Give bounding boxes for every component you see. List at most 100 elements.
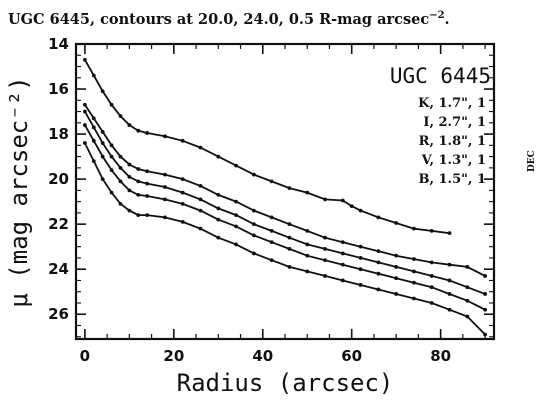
data-point — [465, 298, 470, 303]
legend: K, 1.7", 1 I, 2.7", 1 R, 1.8", 1 V, 1.3", 1… — [418, 96, 486, 187]
data-point — [118, 114, 123, 118]
data-point — [269, 215, 274, 220]
data-point — [394, 253, 399, 258]
data-point — [412, 296, 416, 301]
legend-entry: V, 1.3", 1 — [421, 153, 486, 168]
data-point — [234, 224, 238, 229]
data-point — [483, 307, 488, 312]
data-point — [323, 197, 327, 202]
data-point — [394, 276, 399, 281]
data-point — [145, 169, 150, 174]
data-point — [100, 177, 105, 182]
data-point — [100, 89, 105, 94]
caption-end: . — [444, 10, 450, 28]
data-point — [287, 265, 292, 269]
caption-text: UGC 6445, contours at 20.0, 24.0, 0.5 R-… — [8, 10, 430, 28]
data-point — [251, 222, 256, 227]
data-point — [91, 116, 96, 121]
data-point — [136, 213, 141, 218]
data-point — [145, 131, 150, 135]
data-point — [136, 192, 141, 197]
data-point — [216, 217, 221, 222]
data-point — [340, 240, 345, 245]
data-point — [216, 154, 221, 159]
data-point — [234, 213, 238, 218]
x-tick-label: 80 — [430, 347, 451, 365]
data-point — [180, 220, 185, 224]
data-point — [483, 332, 488, 337]
data-point — [82, 109, 87, 114]
data-point — [465, 314, 470, 319]
data-point — [234, 163, 238, 168]
data-point — [180, 201, 185, 206]
data-point — [305, 253, 310, 258]
data-point — [269, 258, 274, 263]
data-point — [340, 198, 345, 203]
data-point — [127, 123, 132, 127]
data-point — [412, 269, 416, 274]
data-point — [127, 174, 132, 179]
series-K — [82, 57, 452, 236]
data-point — [465, 265, 470, 269]
data-point — [394, 292, 399, 296]
data-point — [323, 235, 327, 240]
data-point — [118, 201, 123, 206]
data-point — [429, 301, 434, 305]
y-tick-labels: 14 16 18 20 22 24 26 — [48, 35, 69, 323]
data-point — [465, 285, 470, 290]
data-point — [429, 274, 434, 278]
data-point — [100, 154, 105, 159]
data-point — [340, 251, 345, 256]
data-point — [483, 292, 488, 296]
data-point — [216, 192, 221, 197]
data-point — [269, 179, 274, 184]
data-point — [127, 208, 132, 213]
data-point — [412, 280, 416, 285]
data-point — [91, 138, 96, 143]
data-point — [145, 194, 150, 198]
data-point — [323, 258, 327, 263]
series-V — [82, 123, 488, 312]
data-point — [251, 208, 256, 213]
data-point — [447, 262, 452, 267]
data-point — [429, 260, 434, 265]
series-I — [82, 102, 488, 278]
data-point — [118, 165, 123, 170]
data-point — [251, 251, 256, 256]
data-point — [82, 102, 87, 107]
data-point — [358, 256, 363, 260]
data-point — [180, 190, 185, 195]
data-point — [109, 168, 114, 173]
data-point — [198, 183, 203, 188]
data-point — [216, 206, 221, 211]
data-point — [358, 283, 363, 287]
caption-superscript: −2 — [429, 10, 445, 21]
data-point — [305, 269, 310, 274]
data-point — [305, 229, 310, 233]
data-point — [287, 222, 292, 227]
x-tick-label: 60 — [341, 347, 362, 365]
y-tick-label: 14 — [48, 35, 69, 53]
data-point — [447, 307, 452, 312]
y-tick-label: 20 — [48, 170, 69, 188]
data-point — [91, 73, 96, 78]
data-point — [163, 197, 167, 202]
data-point — [163, 134, 167, 139]
tick-marks — [76, 43, 494, 339]
x-axis-title: Radius (arcsec) — [177, 369, 394, 397]
data-point — [216, 235, 221, 240]
data-point — [349, 204, 354, 209]
legend-entry: I, 2.7", 1 — [423, 115, 486, 130]
data-point — [163, 215, 167, 220]
data-point — [118, 154, 123, 159]
data-point — [447, 231, 452, 236]
data-point — [429, 229, 434, 233]
data-point — [287, 235, 292, 240]
series-B — [82, 141, 488, 337]
data-point — [198, 226, 203, 231]
series-line-K — [84, 59, 450, 235]
data-point — [91, 159, 96, 163]
data-point — [305, 190, 310, 195]
x-tick-label: 20 — [163, 347, 184, 365]
